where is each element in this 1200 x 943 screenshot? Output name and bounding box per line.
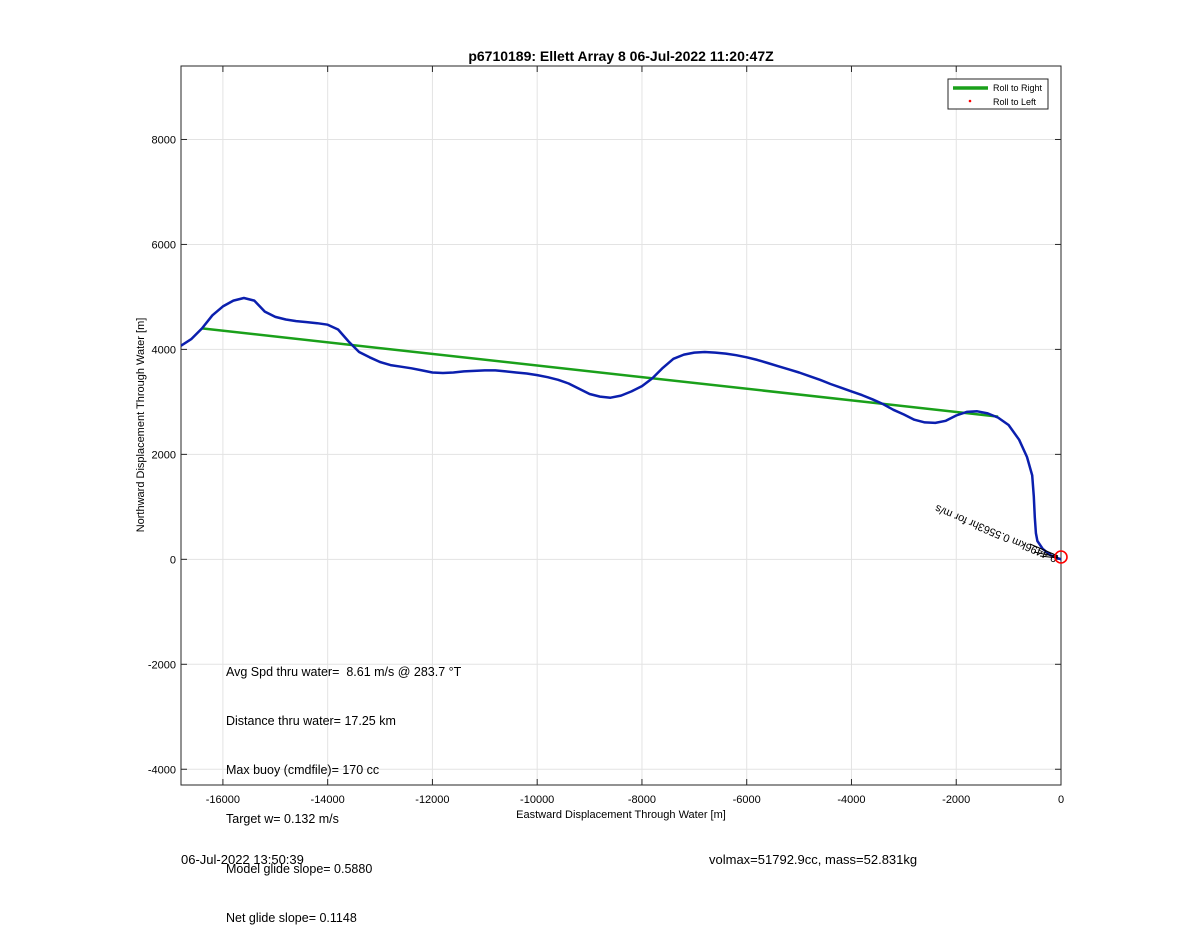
chart-title: p6710189: Ellett Array 8 06-Jul-2022 11:… bbox=[468, 48, 774, 64]
stat-net-glide-slope: Net glide slope= 0.1148 bbox=[226, 910, 357, 925]
current-vector-annotation: 0.4496km 0.5563hr for m/s bbox=[933, 502, 1059, 565]
glider-start-marker bbox=[1054, 550, 1068, 564]
x-tick-label: -12000 bbox=[415, 794, 449, 806]
stat-max-buoy: Max buoy (cmdfile)= 170 cc bbox=[226, 763, 380, 778]
x-tick-label: -6000 bbox=[733, 794, 761, 806]
legend-roll-left-swatch bbox=[968, 99, 972, 103]
legend: Roll to Right Roll to Left bbox=[947, 78, 1049, 110]
x-tick-label: -14000 bbox=[311, 794, 345, 806]
y-tick-label: -4000 bbox=[148, 764, 176, 776]
x-tick-label: -16000 bbox=[206, 794, 240, 806]
x-tick-label: 0 bbox=[1058, 794, 1064, 806]
x-tick-label: -8000 bbox=[628, 794, 656, 806]
x-tick-label: -10000 bbox=[520, 794, 554, 806]
current-vector-line bbox=[1029, 543, 1059, 557]
y-ticks: -4000 -2000 0 2000 4000 6000 8000 bbox=[148, 134, 1061, 776]
x-tick-label: -4000 bbox=[837, 794, 865, 806]
footer-timestamp: 06-Jul-2022 13:50:39 bbox=[181, 852, 304, 867]
y-tick-label: 8000 bbox=[152, 134, 176, 146]
x-axis-label: Eastward Displacement Through Water [m] bbox=[516, 809, 726, 821]
y-tick-label: 4000 bbox=[152, 344, 176, 356]
footer-volmax-mass: volmax=51792.9cc, mass=52.831kg bbox=[709, 852, 918, 867]
y-tick-label: 2000 bbox=[152, 449, 176, 461]
stat-target-w: Target w= 0.132 m/s bbox=[226, 812, 339, 827]
legend-roll-right-label: Roll to Right bbox=[993, 83, 1043, 93]
y-tick-label: 6000 bbox=[152, 239, 176, 251]
current-vector-label: 0.4496km 0.5563hr for m/s bbox=[933, 502, 1059, 565]
x-tick-label: -2000 bbox=[942, 794, 970, 806]
y-axis-label: Northward Displacement Through Water [m] bbox=[135, 318, 147, 533]
stat-avg-speed: Avg Spd thru water= 8.61 m/s @ 283.7 °T bbox=[226, 664, 462, 679]
y-tick-label: -2000 bbox=[148, 659, 176, 671]
chart-plot: p6710189: Ellett Array 8 06-Jul-2022 11:… bbox=[135, 48, 1068, 821]
stat-distance: Distance thru water= 17.25 km bbox=[226, 714, 396, 729]
plot-area-frame bbox=[180, 65, 1062, 786]
y-tick-label: 0 bbox=[170, 554, 176, 566]
statistics-block: Avg Spd thru water= 8.61 m/s @ 283.7 °T … bbox=[226, 631, 461, 943]
stat-model-glide-slope: Model glide slope= 0.5880 bbox=[226, 861, 373, 876]
legend-box bbox=[947, 78, 1049, 110]
current-vector-line bbox=[1033, 551, 1059, 558]
roll-to-right-line bbox=[201, 327, 999, 418]
glider-track-line bbox=[181, 296, 1061, 561]
x-ticks: -16000 -14000 -12000 -10000 -8000 -6000 -4000 -… bbox=[206, 66, 1064, 806]
grid-lines bbox=[181, 66, 1062, 785]
legend-roll-left-label: Roll to Left bbox=[993, 97, 1037, 107]
